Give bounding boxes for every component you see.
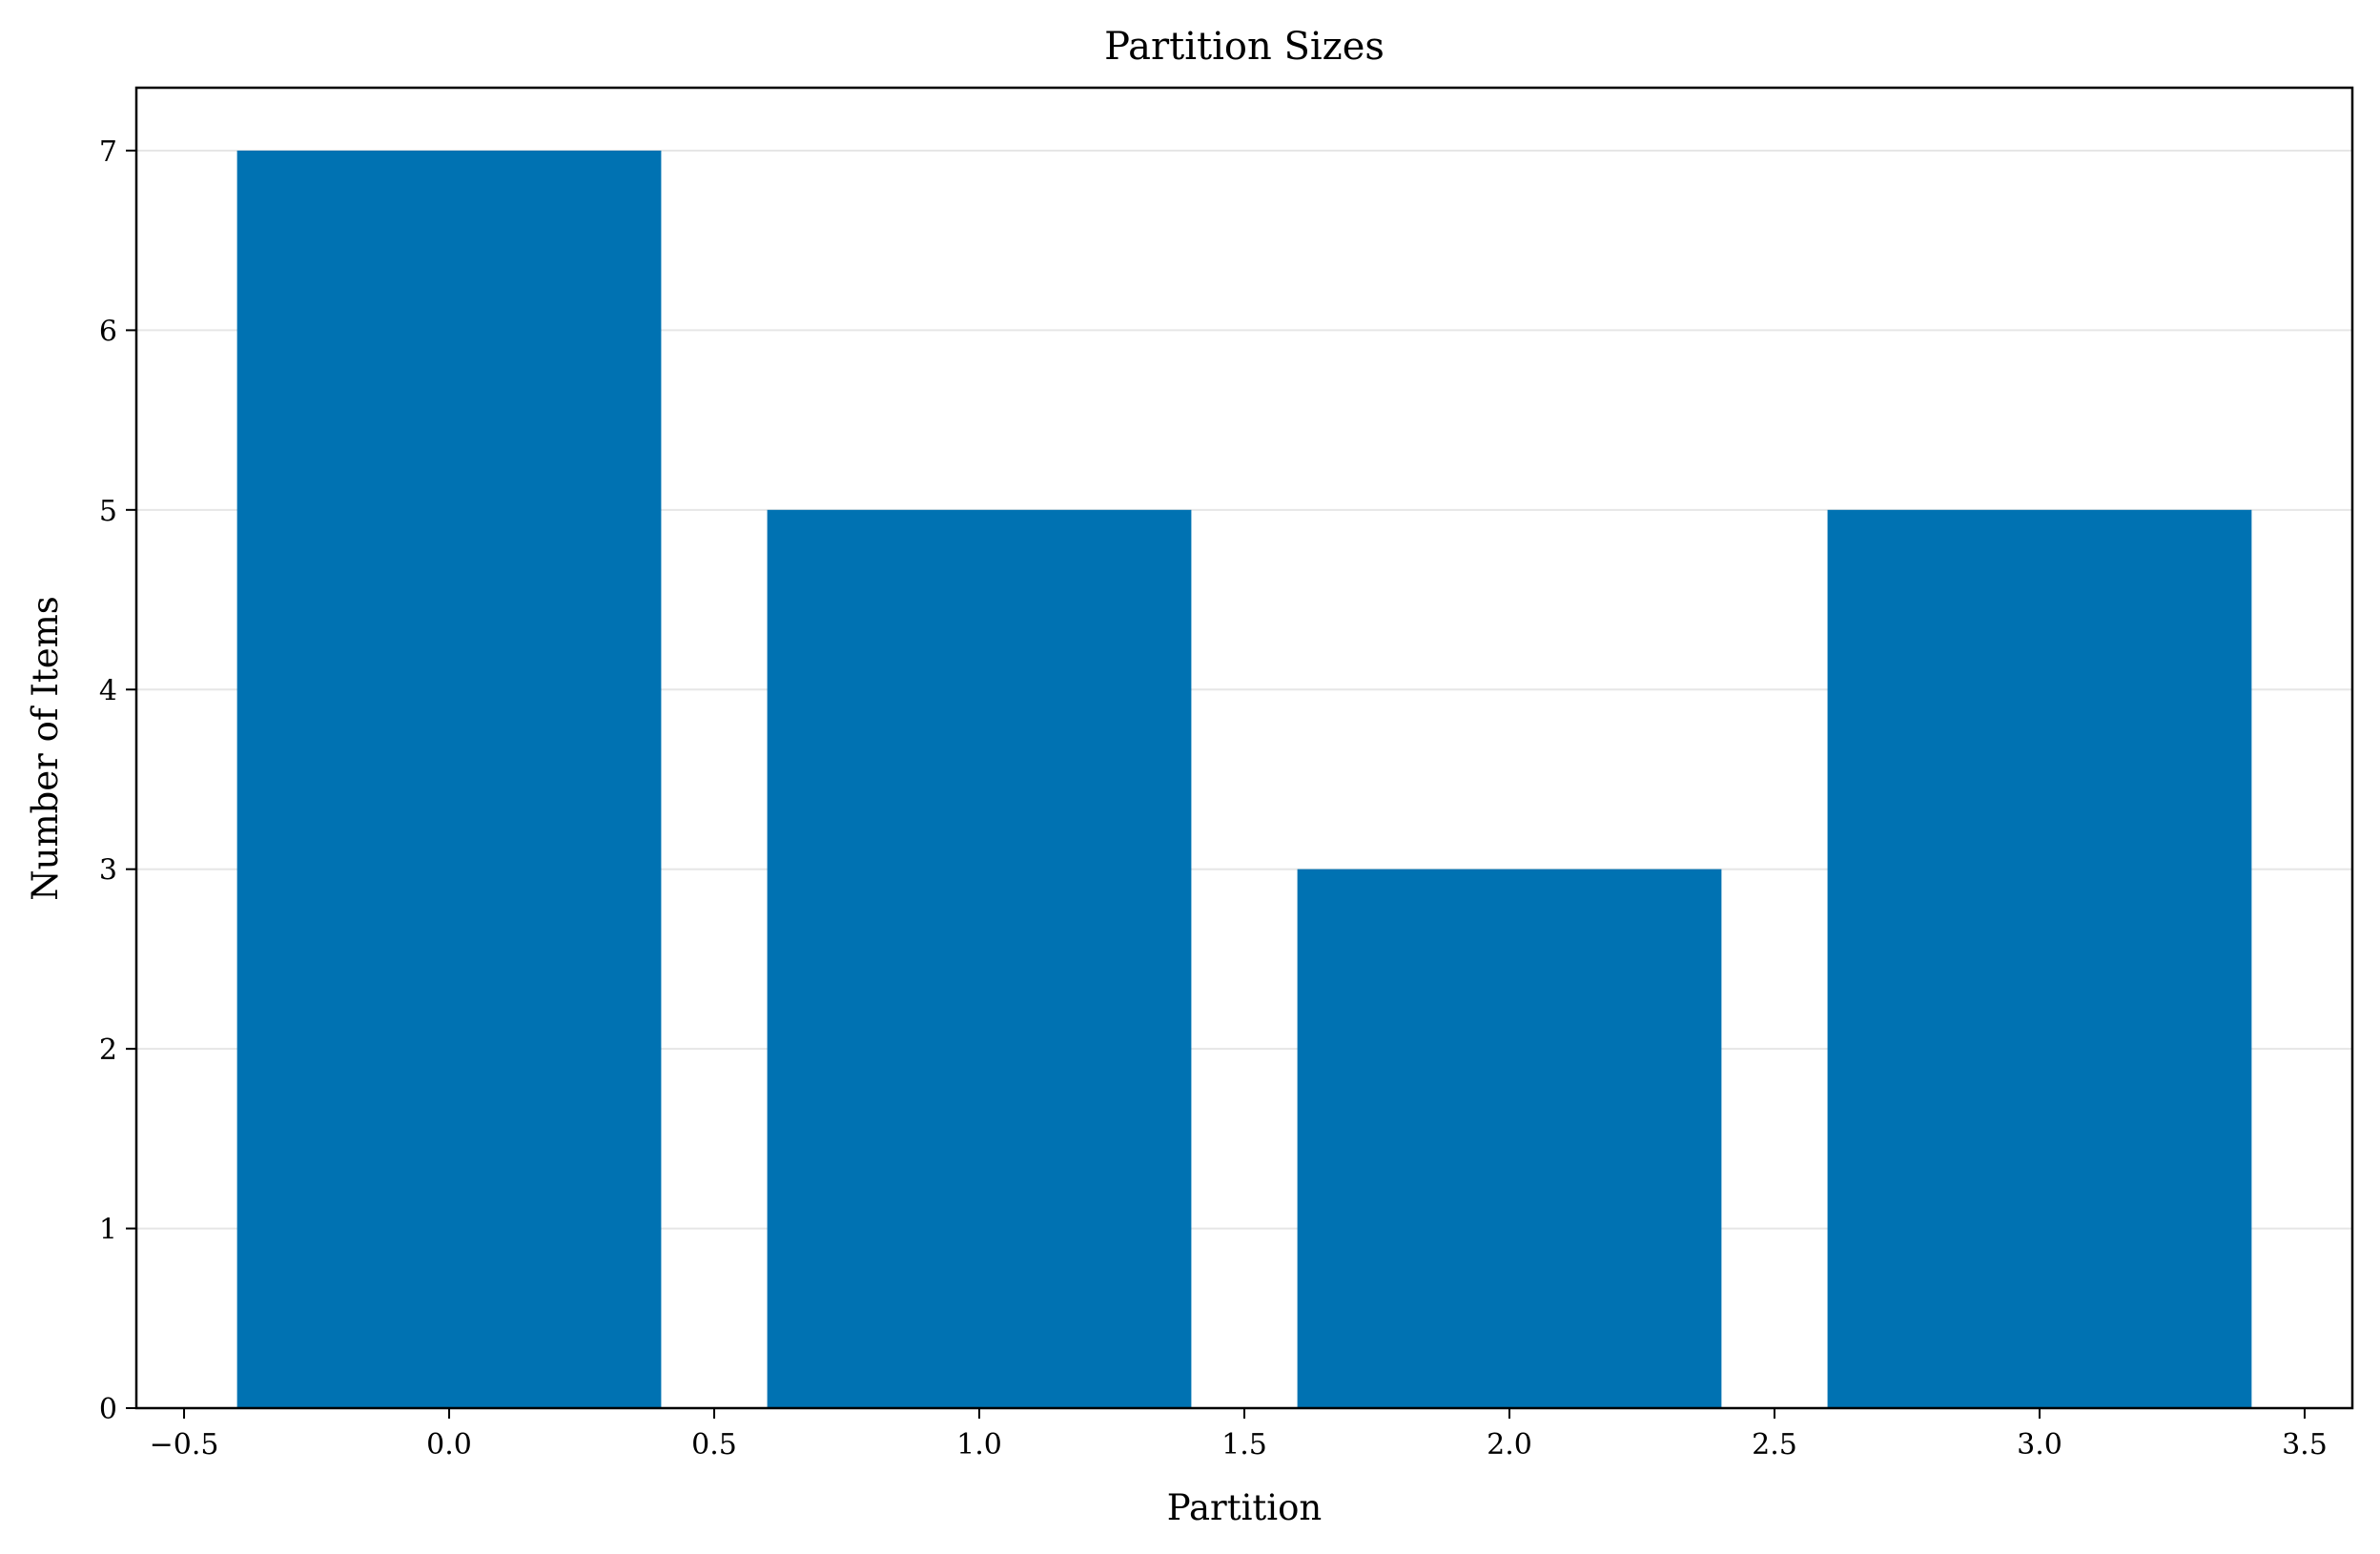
- bar: [236, 150, 662, 1408]
- x-tick-label: 0.0: [426, 1428, 472, 1462]
- y-axis-label: Number of Items: [25, 596, 66, 901]
- x-tick-label: 1.5: [1221, 1428, 1267, 1462]
- x-tick-label: −0.5: [150, 1428, 219, 1462]
- y-tick-label: 6: [99, 315, 117, 348]
- x-tick-label: 2.0: [1487, 1428, 1532, 1462]
- bars: [236, 150, 2252, 1408]
- x-axis-label: Partition: [1167, 1487, 1323, 1528]
- bar: [767, 509, 1192, 1408]
- y-tick-label: 3: [99, 854, 117, 888]
- chart-title: Partition Sizes: [1104, 25, 1385, 69]
- x-tick-label: 3.5: [2282, 1428, 2328, 1462]
- x-tick-label: 2.5: [1752, 1428, 1797, 1462]
- bar: [1297, 869, 1722, 1408]
- bar: [1827, 509, 2252, 1408]
- x-tick-label: 1.0: [956, 1428, 1002, 1462]
- y-axis-ticks: 0 1 2 3 4 5 6 7: [99, 135, 136, 1426]
- y-tick-label: 2: [99, 1033, 117, 1067]
- x-tick-label: 3.0: [2017, 1428, 2062, 1462]
- y-tick-label: 1: [99, 1214, 117, 1247]
- y-tick-label: 5: [99, 495, 117, 528]
- x-tick-label: 0.5: [691, 1428, 737, 1462]
- x-axis-ticks: −0.5 0.0 0.5 1.0 1.5 2.0 2.5 3.0 3.5: [150, 1408, 2328, 1462]
- y-tick-label: 7: [99, 135, 117, 169]
- y-tick-label: 0: [99, 1393, 117, 1426]
- y-tick-label: 4: [99, 674, 117, 707]
